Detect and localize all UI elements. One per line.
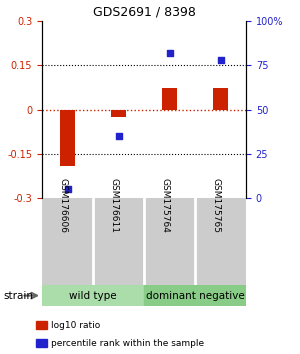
Bar (111, 110, 126, 117)
Text: GSM175764: GSM175764 (160, 178, 169, 233)
Bar (144, 285, 246, 306)
Text: log10 ratio: log10 ratio (51, 321, 100, 330)
Bar (42, 285, 144, 306)
Text: GSM176606: GSM176606 (58, 178, 68, 233)
Text: GSM175765: GSM175765 (212, 178, 220, 233)
Bar (162, 88, 177, 110)
Bar (213, 88, 228, 110)
Bar (60, 110, 75, 166)
Text: percentile rank within the sample: percentile rank within the sample (51, 338, 204, 348)
Point (116, 133, 121, 139)
Text: dominant negative: dominant negative (146, 291, 244, 301)
Title: GDS2691 / 8398: GDS2691 / 8398 (93, 6, 195, 19)
Text: GSM176611: GSM176611 (110, 178, 118, 233)
Point (65, 187, 70, 192)
Point (218, 57, 223, 63)
Text: wild type: wild type (69, 291, 117, 301)
Point (167, 50, 172, 56)
Text: strain: strain (3, 291, 33, 301)
